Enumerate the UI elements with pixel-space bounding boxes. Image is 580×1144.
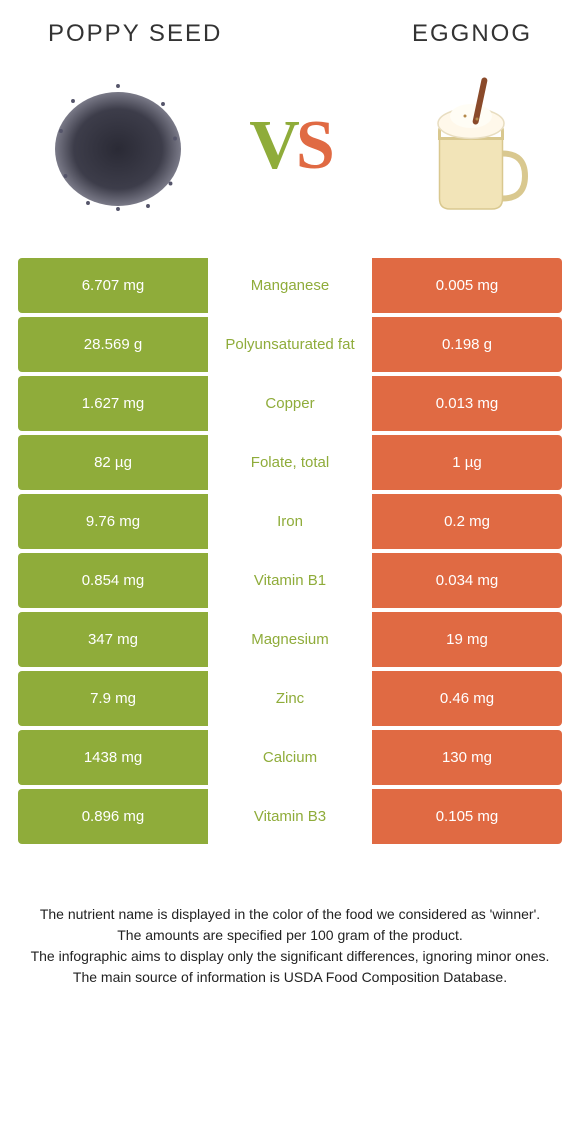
images-row: VS bbox=[18, 48, 562, 258]
nutrient-row: 7.9 mgZinc0.46 mg bbox=[18, 671, 562, 726]
right-value: 19 mg bbox=[372, 612, 562, 667]
nutrient-name: Calcium bbox=[208, 730, 372, 785]
nutrient-name: Vitamin B1 bbox=[208, 553, 372, 608]
poppy-seed-image bbox=[38, 66, 198, 226]
left-food-title: Poppy seed bbox=[48, 20, 222, 48]
right-value: 0.005 mg bbox=[372, 258, 562, 313]
right-value: 0.105 mg bbox=[372, 789, 562, 844]
left-value: 7.9 mg bbox=[18, 671, 208, 726]
left-value: 6.707 mg bbox=[18, 258, 208, 313]
nutrient-row: 1.627 mgCopper0.013 mg bbox=[18, 376, 562, 431]
eggnog-image bbox=[382, 66, 542, 226]
vs-s: S bbox=[296, 107, 331, 184]
footer-line: The amounts are specified per 100 gram o… bbox=[28, 925, 552, 946]
nutrient-name: Vitamin B3 bbox=[208, 789, 372, 844]
nutrient-row: 0.854 mgVitamin B10.034 mg bbox=[18, 553, 562, 608]
nutrient-name: Zinc bbox=[208, 671, 372, 726]
header: Poppy seed Eggnog bbox=[18, 20, 562, 48]
left-value: 1.627 mg bbox=[18, 376, 208, 431]
footer-notes: The nutrient name is displayed in the co… bbox=[18, 904, 562, 988]
right-value: 0.2 mg bbox=[372, 494, 562, 549]
right-value: 0.034 mg bbox=[372, 553, 562, 608]
nutrient-name: Manganese bbox=[208, 258, 372, 313]
footer-line: The nutrient name is displayed in the co… bbox=[28, 904, 552, 925]
nutrient-row: 1438 mgCalcium130 mg bbox=[18, 730, 562, 785]
footer-line: The infographic aims to display only the… bbox=[28, 946, 552, 967]
left-value: 28.569 g bbox=[18, 317, 208, 372]
nutrient-row: 9.76 mgIron0.2 mg bbox=[18, 494, 562, 549]
nutrient-row: 82 µgFolate, total1 µg bbox=[18, 435, 562, 490]
left-value: 9.76 mg bbox=[18, 494, 208, 549]
left-value: 82 µg bbox=[18, 435, 208, 490]
nutrient-name: Folate, total bbox=[208, 435, 372, 490]
left-value: 347 mg bbox=[18, 612, 208, 667]
right-value: 0.198 g bbox=[372, 317, 562, 372]
right-value: 1 µg bbox=[372, 435, 562, 490]
nutrient-name: Polyunsaturated fat bbox=[208, 317, 372, 372]
footer-line: The main source of information is USDA F… bbox=[28, 967, 552, 988]
nutrient-row: 28.569 gPolyunsaturated fat0.198 g bbox=[18, 317, 562, 372]
infographic-container: Poppy seed Eggnog bbox=[0, 0, 580, 1008]
left-value: 0.854 mg bbox=[18, 553, 208, 608]
nutrient-table: 6.707 mgManganese0.005 mg28.569 gPolyuns… bbox=[18, 258, 562, 844]
left-value: 1438 mg bbox=[18, 730, 208, 785]
right-value: 0.46 mg bbox=[372, 671, 562, 726]
nutrient-name: Iron bbox=[208, 494, 372, 549]
right-value: 0.013 mg bbox=[372, 376, 562, 431]
right-food-title: Eggnog bbox=[412, 20, 532, 48]
nutrient-row: 0.896 mgVitamin B30.105 mg bbox=[18, 789, 562, 844]
nutrient-row: 6.707 mgManganese0.005 mg bbox=[18, 258, 562, 313]
nutrient-name: Copper bbox=[208, 376, 372, 431]
left-value: 0.896 mg bbox=[18, 789, 208, 844]
vs-v: V bbox=[249, 107, 296, 184]
right-value: 130 mg bbox=[372, 730, 562, 785]
nutrient-name: Magnesium bbox=[208, 612, 372, 667]
vs-label: VS bbox=[249, 106, 331, 186]
nutrient-row: 347 mgMagnesium19 mg bbox=[18, 612, 562, 667]
